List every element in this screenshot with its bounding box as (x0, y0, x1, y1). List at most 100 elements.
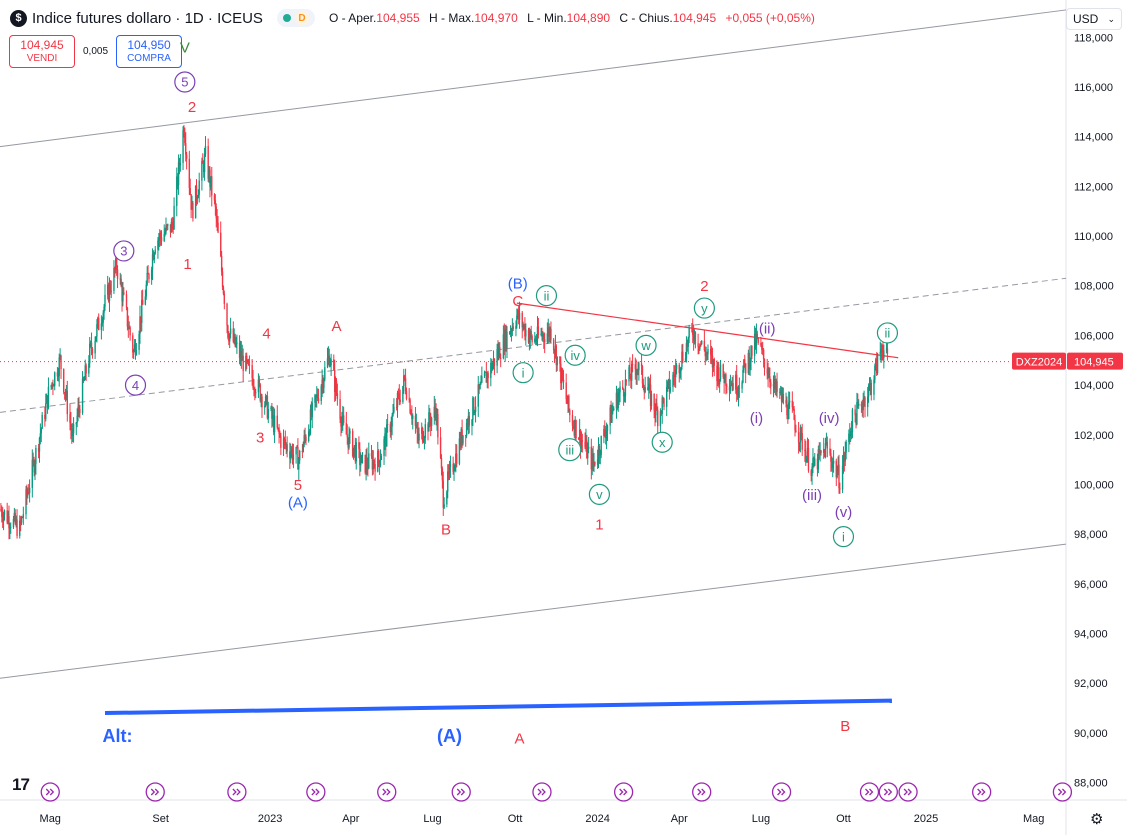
candle-body (813, 457, 815, 466)
event-marker-icon[interactable] (451, 782, 471, 802)
event-marker-icon[interactable] (40, 782, 60, 802)
candle-body (379, 459, 382, 466)
candle-body (804, 449, 806, 452)
candle-body (151, 254, 154, 270)
event-marker-icon[interactable] (532, 782, 552, 802)
candle-body (738, 388, 741, 390)
ohlc-values: O - Aper.104,955 H - Max.104,970 L - Min… (329, 11, 821, 25)
symbol-title[interactable]: Indice futures dollaro · 1D · ICEUS (32, 9, 263, 27)
candle-body (709, 348, 712, 355)
wave-label: ii (544, 288, 550, 303)
wave-label-circle (832, 526, 855, 548)
wave-label: 3 (120, 244, 127, 259)
candle-body (665, 386, 668, 407)
event-marker-icon[interactable] (771, 782, 792, 802)
event-marker-icon[interactable] (898, 782, 918, 802)
event-marker-icon[interactable] (306, 782, 326, 802)
candle-body (592, 454, 594, 464)
event-marker-circle (898, 782, 918, 802)
candle-body (280, 436, 282, 448)
candle-body (184, 133, 186, 144)
candle-body (339, 398, 341, 420)
candle-body (770, 382, 772, 387)
candle-body (832, 463, 834, 469)
event-marker-icon[interactable] (145, 782, 165, 802)
candle-body (85, 365, 87, 374)
event-marker-circle (145, 782, 165, 802)
event-marker-icon[interactable] (972, 782, 992, 802)
x-tick-label: Apr (342, 813, 359, 825)
candle-body (757, 337, 759, 343)
event-marker-icon[interactable] (1052, 782, 1073, 802)
candle-body (409, 399, 411, 413)
candle-body (65, 390, 68, 396)
candle-body (70, 422, 72, 430)
candle-body (37, 447, 40, 452)
candle-body (795, 430, 797, 433)
delayed-data-badge: D (294, 11, 309, 25)
event-marker-circle (532, 782, 552, 802)
candle-body (349, 431, 351, 434)
wave-label: (v) (835, 504, 853, 521)
candle-body (600, 436, 602, 455)
market-open-dot-icon (282, 14, 291, 22)
event-marker-icon[interactable] (859, 782, 880, 802)
x-tick-label: 2023 (258, 813, 282, 825)
candle-body (792, 407, 794, 409)
candle-body (141, 299, 144, 305)
wave-label: (iv) (819, 410, 840, 427)
candle-body (667, 379, 670, 383)
buy-button[interactable]: 104,950 COMPRA (116, 35, 183, 68)
candle-body (238, 342, 241, 358)
candle-body (629, 367, 631, 379)
candle-body (397, 392, 400, 394)
event-marker-icon[interactable] (227, 782, 247, 802)
candle-body (35, 447, 37, 464)
market-status[interactable]: D (276, 9, 315, 27)
candle-body (440, 458, 443, 469)
candle-body (165, 225, 167, 233)
candle-body (805, 456, 808, 463)
candle-body (342, 415, 344, 421)
event-marker-icon[interactable] (692, 782, 712, 802)
candle-body (587, 446, 590, 449)
candle-body (60, 355, 62, 370)
event-marker-icon[interactable] (878, 782, 898, 802)
candle-body (862, 402, 864, 411)
candle-body (51, 382, 53, 386)
event-marker-icon[interactable] (377, 782, 397, 802)
candle-body (491, 364, 494, 371)
candle-body (223, 293, 226, 304)
event-marker-arrows (311, 788, 320, 796)
candle-body (138, 334, 140, 350)
candle-body (322, 379, 324, 388)
candle-body (817, 449, 820, 470)
candle-body (28, 492, 30, 494)
candle-body (824, 443, 827, 458)
currency-select[interactable]: USD ⌄ (1066, 8, 1122, 30)
candle-body (352, 447, 355, 456)
candle-body (353, 445, 356, 448)
candle-body (405, 391, 408, 399)
settings-gear-icon[interactable]: ⚙ (1090, 811, 1104, 828)
candle-body (613, 408, 615, 410)
candle-body (723, 377, 725, 384)
sell-button[interactable]: 104,945 VENDI (9, 35, 75, 68)
candle-body (323, 379, 325, 388)
candle-body (377, 450, 379, 472)
candle-body (52, 382, 54, 387)
event-marker-arrows (619, 788, 628, 796)
candle-body (780, 390, 783, 402)
candle-body (158, 238, 160, 241)
x-tick-label: Mag (1023, 813, 1044, 825)
candle-body (113, 268, 115, 291)
candle-body (498, 347, 500, 357)
candle-body (33, 460, 35, 473)
event-marker-icon[interactable] (613, 782, 634, 802)
candle-body (430, 417, 433, 426)
candle-body (692, 327, 694, 336)
candle-body (465, 435, 467, 437)
candle-body (434, 406, 436, 412)
candle-body (317, 398, 320, 402)
